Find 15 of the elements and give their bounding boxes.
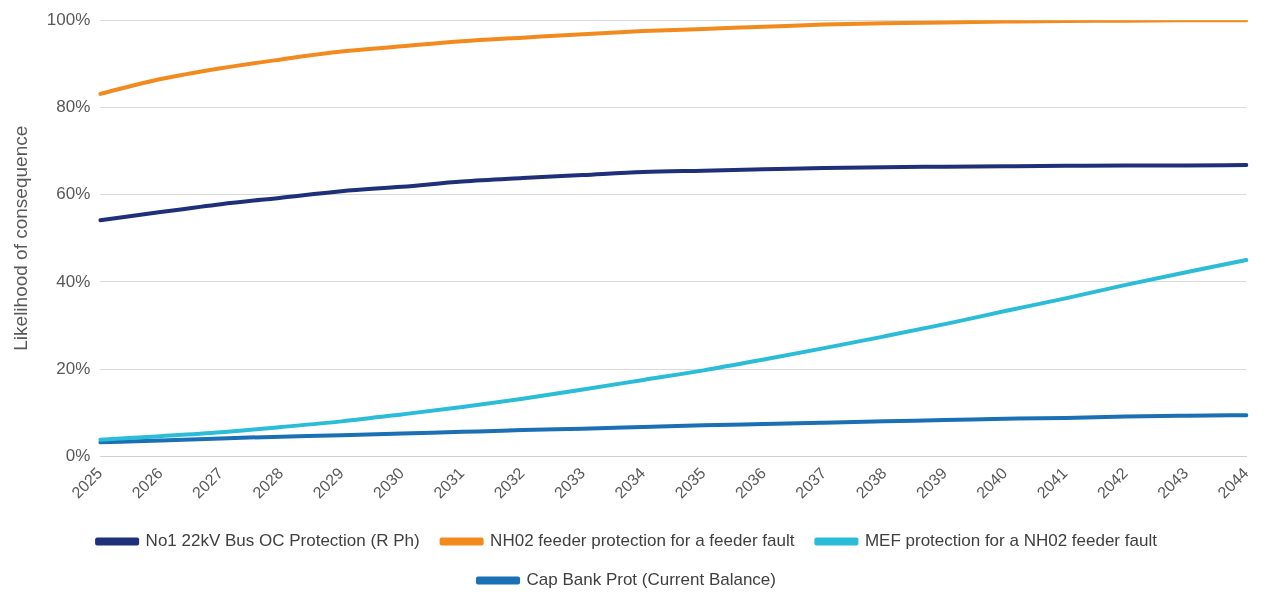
y-tick-label: 40% (56, 271, 91, 291)
y-axis-title: Likelihood of consequence (9, 125, 31, 351)
legend-label: MEF protection for a NH02 feeder fault (864, 531, 1158, 551)
legend-label: NH02 feeder protection for a feeder fault (490, 531, 795, 551)
y-tick-label: 60% (56, 184, 91, 204)
y-tick-label: 20% (56, 358, 91, 378)
y-tick-label: 100% (46, 9, 91, 29)
y-tick-label: 0% (65, 445, 91, 465)
line-series (98, 162, 1249, 223)
line-series (98, 413, 1249, 445)
y-tick-label: 80% (56, 97, 91, 117)
line-series (98, 20, 1249, 96)
legend-label: No1 22kV Bus OC Protection (R Ph) (145, 531, 420, 551)
legend-label: Cap Bank Prot (Current Balance) (526, 570, 776, 590)
line-series (98, 258, 1249, 442)
